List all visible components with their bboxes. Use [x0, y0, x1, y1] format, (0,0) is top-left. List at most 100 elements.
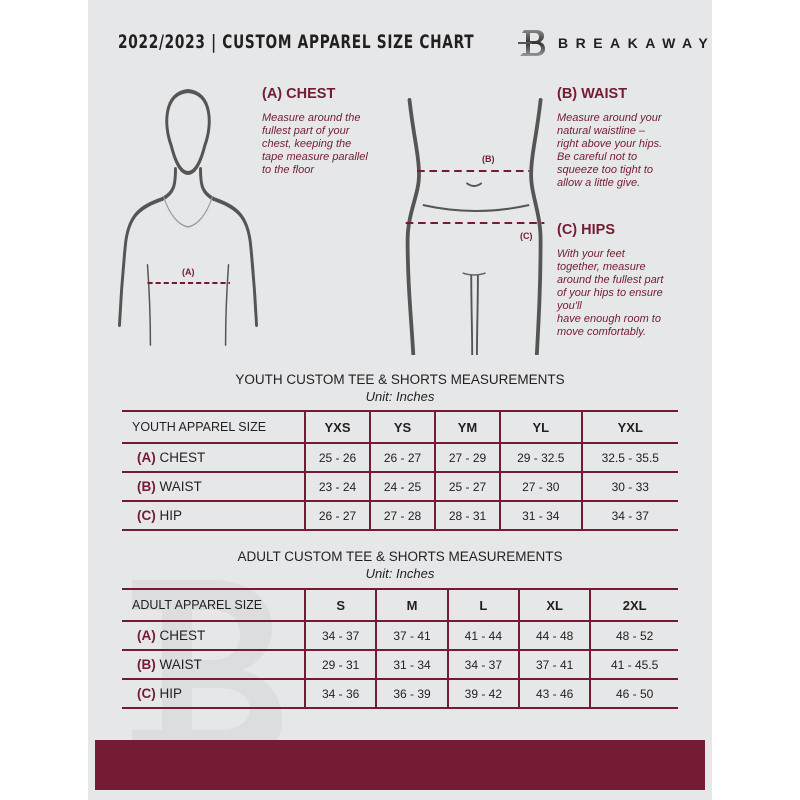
size-column-header: M [375, 588, 448, 622]
waist-heading: (B) WAIST [557, 86, 628, 102]
footer-band [95, 740, 705, 790]
text-line: chest, keeping the [262, 138, 352, 150]
youth-table-title: YOUTH CUSTOM TEE & SHORTS MEASUREMENTS [235, 372, 565, 387]
size-header: ADULT APPAREL SIZE [122, 588, 305, 622]
row-label: (C) HIP [122, 678, 305, 709]
table-cell: 34 - 37 [580, 500, 678, 531]
table-cell: 43 - 46 [517, 678, 591, 709]
text-line: together, measure [557, 261, 646, 273]
row-label: (C) HIP [122, 500, 305, 531]
adult-size-table: ADULT APPAREL SIZE S M L XL 2XL (A) CHES… [122, 588, 678, 709]
size-column-header: L [446, 588, 519, 622]
row-letter: (B) [137, 479, 156, 494]
row-label: (A) CHEST [122, 620, 305, 651]
table-cell: 44 - 48 [517, 620, 591, 651]
row-name: CHEST [159, 628, 206, 643]
waist-marker: (B) [482, 154, 495, 164]
table-cell: 25 - 27 [434, 471, 500, 502]
table-cell: 27 - 30 [499, 471, 582, 502]
adult-table-unit: Unit: Inches [365, 566, 435, 581]
row-label: (B) WAIST [122, 471, 305, 502]
text-line: of your hips to ensure [557, 287, 663, 299]
text-line: you'll [557, 300, 582, 312]
table-cell: 29 - 32.5 [499, 442, 582, 473]
table-cell: 37 - 41 [517, 649, 591, 680]
row-letter: (C) [137, 686, 156, 701]
text-line: move comfortably. [557, 326, 647, 338]
row-letter: (A) [137, 450, 156, 465]
text-line: fullest part of your [262, 125, 350, 137]
table-cell: 32.5 - 35.5 [580, 442, 678, 473]
text-line: With your feet [557, 248, 625, 260]
chest-marker: (A) [182, 267, 195, 277]
text-line: tape measure parallel [262, 151, 368, 163]
youth-size-table: YOUTH APPAREL SIZE YXS YS YM YL YXL (A) … [122, 410, 678, 531]
text-line: Measure around the [262, 112, 361, 124]
page-title: 2022/2023 | CUSTOM APPAREL SIZE CHART [118, 31, 475, 53]
text-line: Be careful not to [557, 151, 638, 163]
brand-logo: BREAKAWAY [516, 27, 712, 59]
table-cell: 25 - 26 [304, 442, 370, 473]
table-cell: 26 - 27 [304, 500, 370, 531]
table-cell: 36 - 39 [375, 678, 448, 709]
text-line: Measure around your [557, 112, 662, 124]
row-label: (B) WAIST [122, 649, 305, 680]
size-column-header: YL [499, 410, 582, 444]
waist-hips-figure-illustration [405, 98, 545, 355]
text-line: allow a little give. [557, 177, 641, 189]
table-cell: 24 - 25 [369, 471, 435, 502]
text-line: natural waistline – [557, 125, 646, 137]
table-row: (C) HIP 26 - 27 27 - 28 28 - 31 31 - 34 … [122, 500, 678, 531]
hips-heading: (C) HIPS [557, 222, 615, 238]
table-row: (B) WAIST 29 - 31 31 - 34 34 - 37 37 - 4… [122, 649, 678, 680]
table-cell: 37 - 41 [375, 620, 448, 651]
table-cell: 27 - 29 [434, 442, 500, 473]
table-cell: 31 - 34 [375, 649, 448, 680]
table-cell: 41 - 44 [446, 620, 519, 651]
table-row: (A) CHEST 34 - 37 37 - 41 41 - 44 44 - 4… [122, 620, 678, 651]
table-cell: 28 - 31 [434, 500, 500, 531]
row-name: CHEST [159, 450, 206, 465]
text-line: around the fullest part [557, 274, 664, 286]
table-cell: 34 - 37 [303, 620, 377, 651]
table-cell: 27 - 28 [369, 500, 435, 531]
table-cell: 34 - 37 [446, 649, 519, 680]
row-letter: (C) [137, 508, 156, 523]
row-name: WAIST [159, 479, 202, 494]
row-name: HIP [159, 686, 183, 701]
table-cell: 26 - 27 [369, 442, 435, 473]
size-column-header: S [303, 588, 377, 622]
breakaway-logo-icon [518, 30, 545, 56]
text-line: have enough room to [557, 313, 661, 325]
table-cell: 29 - 31 [303, 649, 377, 680]
text-line: squeeze too tight to [557, 164, 654, 176]
hips-description: With your feet together, measure around … [557, 248, 663, 339]
row-letter: (B) [137, 657, 156, 672]
adult-table-title: ADULT CUSTOM TEE & SHORTS MEASUREMENTS [237, 549, 563, 564]
size-chart-page: 2022/2023 | CUSTOM APPAREL SIZE CHART BR… [88, 0, 712, 800]
table-cell: 23 - 24 [304, 471, 370, 502]
table-header-row: ADULT APPAREL SIZE S M L XL 2XL [122, 588, 678, 622]
row-name: HIP [159, 508, 183, 523]
row-letter: (A) [137, 628, 156, 643]
table-cell: 30 - 33 [580, 471, 678, 502]
size-column-header: YS [369, 410, 435, 444]
youth-table-unit: Unit: Inches [365, 389, 435, 404]
table-row: (C) HIP 34 - 36 36 - 39 39 - 42 43 - 46 … [122, 678, 678, 709]
size-column-header: 2XL [589, 588, 678, 622]
size-column-header: YXL [580, 410, 678, 444]
hips-marker: (C) [520, 231, 533, 241]
table-cell: 46 - 50 [589, 678, 678, 709]
size-column-header: YXS [304, 410, 370, 444]
table-cell: 48 - 52 [589, 620, 678, 651]
size-column-header: XL [517, 588, 591, 622]
table-cell: 31 - 34 [499, 500, 582, 531]
brand-name: BREAKAWAY [558, 35, 712, 51]
table-cell: 39 - 42 [446, 678, 519, 709]
text-line: right above your hips. [557, 138, 663, 150]
row-name: WAIST [159, 657, 202, 672]
size-column-header: YM [434, 410, 500, 444]
table-cell: 41 - 45.5 [589, 649, 678, 680]
chest-heading: (A) CHEST [262, 86, 336, 102]
text-line: to the floor [262, 164, 314, 176]
